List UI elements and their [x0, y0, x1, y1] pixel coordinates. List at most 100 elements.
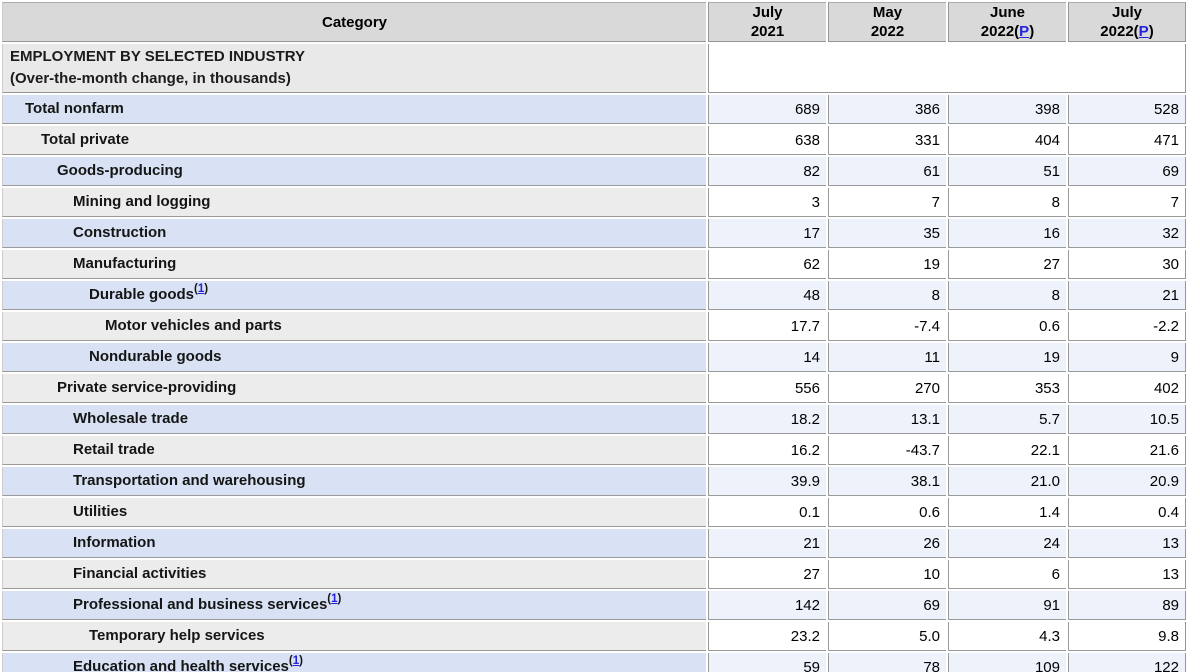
- value-cell: 331: [828, 126, 946, 155]
- value-cell: 39.9: [708, 467, 826, 496]
- value-cell: 0.1: [708, 498, 826, 527]
- value-cell: 30: [1068, 250, 1186, 279]
- preliminary-footnote-link[interactable]: P: [1138, 23, 1149, 40]
- value-cell: 0.6: [828, 498, 946, 527]
- value-cell: 9.8: [1068, 622, 1186, 651]
- row-label: Utilities: [2, 498, 706, 527]
- value-cell: 11: [828, 343, 946, 372]
- row-label: Retail trade: [2, 436, 706, 465]
- value-cell: 0.6: [948, 312, 1066, 341]
- value-cell: 13.1: [828, 405, 946, 434]
- column-header-july-2022: July 2022(P): [1068, 2, 1186, 42]
- value-cell: 638: [708, 126, 826, 155]
- row-label: Manufacturing: [2, 250, 706, 279]
- column-header-month: June: [989, 4, 1025, 21]
- value-cell: 16: [948, 219, 1066, 248]
- column-header-may-2022: May 2022: [828, 2, 946, 42]
- value-cell: 528: [1068, 95, 1186, 124]
- row-label: Goods-producing: [2, 157, 706, 186]
- row-label: Education and health services(1): [2, 653, 706, 672]
- table-row: Financial activities 27 10 6 13: [2, 560, 1186, 589]
- value-cell: 7: [1068, 188, 1186, 217]
- value-cell: 10.5: [1068, 405, 1186, 434]
- value-cell: 8: [948, 281, 1066, 310]
- value-cell: 404: [948, 126, 1066, 155]
- value-cell: 398: [948, 95, 1066, 124]
- value-cell: 10: [828, 560, 946, 589]
- value-cell: -43.7: [828, 436, 946, 465]
- value-cell: 82: [708, 157, 826, 186]
- value-cell: 353: [948, 374, 1066, 403]
- value-cell: 24: [948, 529, 1066, 558]
- value-cell: 8: [828, 281, 946, 310]
- value-cell: 32: [1068, 219, 1186, 248]
- value-cell: 13: [1068, 560, 1186, 589]
- value-cell: 6: [948, 560, 1066, 589]
- value-cell: 35: [828, 219, 946, 248]
- value-cell: 21.0: [948, 467, 1066, 496]
- footnote-1-link[interactable]: 1: [292, 655, 300, 667]
- value-cell: 78: [828, 653, 946, 672]
- row-label: Professional and business services(1): [2, 591, 706, 620]
- value-cell: 0.4: [1068, 498, 1186, 527]
- column-header-year: 2021: [750, 23, 785, 40]
- column-header-month: May: [872, 4, 903, 21]
- value-cell: 556: [708, 374, 826, 403]
- value-cell: 20.9: [1068, 467, 1186, 496]
- row-label: Motor vehicles and parts: [2, 312, 706, 341]
- table-row: Durable goods(1) 48 8 8 21: [2, 281, 1186, 310]
- value-cell: 17.7: [708, 312, 826, 341]
- column-header-year: 2022(P): [980, 23, 1035, 40]
- table-row: Wholesale trade 18.2 13.1 5.7 10.5: [2, 405, 1186, 434]
- column-header-june-2022: June 2022(P): [948, 2, 1066, 42]
- value-cell: 21: [1068, 281, 1186, 310]
- footnote-1-link[interactable]: 1: [197, 283, 205, 295]
- value-cell: 38.1: [828, 467, 946, 496]
- value-cell: 22.1: [948, 436, 1066, 465]
- value-cell: 13: [1068, 529, 1186, 558]
- section-blank-cell: [708, 44, 1186, 93]
- row-label: Information: [2, 529, 706, 558]
- table-row: Nondurable goods 14 11 19 9: [2, 343, 1186, 372]
- value-cell: 4.3: [948, 622, 1066, 651]
- value-cell: 61: [828, 157, 946, 186]
- row-label: Private service-providing: [2, 374, 706, 403]
- table-row: Manufacturing 62 19 27 30: [2, 250, 1186, 279]
- row-label: Construction: [2, 219, 706, 248]
- value-cell: 270: [828, 374, 946, 403]
- value-cell: 3: [708, 188, 826, 217]
- column-header-year: 2022(P): [1100, 23, 1154, 40]
- value-cell: 386: [828, 95, 946, 124]
- row-label: Mining and logging: [2, 188, 706, 217]
- section-title-cell: EMPLOYMENT BY SELECTED INDUSTRY (Over-th…: [2, 44, 706, 93]
- row-label: Nondurable goods: [2, 343, 706, 372]
- value-cell: 51: [948, 157, 1066, 186]
- row-label: Wholesale trade: [2, 405, 706, 434]
- section-header-row: EMPLOYMENT BY SELECTED INDUSTRY (Over-th…: [2, 44, 1186, 93]
- value-cell: 21.6: [1068, 436, 1186, 465]
- column-header-month: July: [1111, 4, 1142, 21]
- column-header-year: 2022: [870, 23, 905, 40]
- table-row: Transportation and warehousing 39.9 38.1 21…: [2, 467, 1186, 496]
- value-cell: 19: [948, 343, 1066, 372]
- row-label: Transportation and warehousing: [2, 467, 706, 496]
- footnote-marker: (1): [194, 283, 209, 295]
- value-cell: 59: [708, 653, 826, 672]
- table-row: Education and health services(1) 59 78 109 1…: [2, 653, 1186, 672]
- value-cell: 689: [708, 95, 826, 124]
- table-row: Total nonfarm 689 386 398 528: [2, 95, 1186, 124]
- footnote-1-link[interactable]: 1: [331, 593, 338, 605]
- value-cell: 18.2: [708, 405, 826, 434]
- table-row: Information 21 26 24 13: [2, 529, 1186, 558]
- table-row: Professional and business services(1) 142…: [2, 591, 1186, 620]
- value-cell: 14: [708, 343, 826, 372]
- table-row: Total private 638 331 404 471: [2, 126, 1186, 155]
- table-header-row: Category July 2021 May 2022 June 2022(P) July 2…: [2, 2, 1186, 42]
- value-cell: 62: [708, 250, 826, 279]
- value-cell: 19: [828, 250, 946, 279]
- value-cell: 16.2: [708, 436, 826, 465]
- preliminary-footnote-link[interactable]: P: [1019, 23, 1030, 40]
- value-cell: 9: [1068, 343, 1186, 372]
- value-cell: 48: [708, 281, 826, 310]
